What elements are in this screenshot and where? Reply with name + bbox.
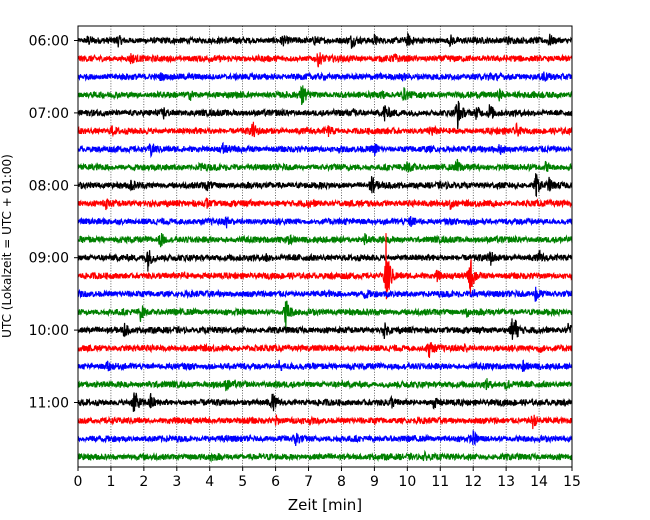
seismic-trace — [77, 158, 573, 173]
y-tick-label: 09:00 — [29, 251, 69, 267]
x-tick-label: 14 — [530, 474, 548, 490]
seismic-trace — [77, 216, 573, 229]
y-tick-label: 08:00 — [29, 178, 69, 194]
seismic-trace — [77, 249, 573, 272]
seismic-trace — [77, 85, 573, 106]
y-tick-label: 07:00 — [29, 106, 69, 122]
x-tick-label: 12 — [464, 474, 482, 490]
grid — [110, 26, 540, 467]
x-tick-label: 9 — [370, 474, 379, 490]
plot-frame — [77, 25, 573, 468]
seismic-trace — [77, 121, 573, 138]
seismic-trace — [77, 378, 573, 392]
x-tick-label: 8 — [337, 474, 346, 490]
seismic-trace — [77, 141, 573, 159]
x-tick-label: 0 — [74, 474, 83, 490]
seismic-trace — [77, 233, 573, 300]
x-tick-label: 5 — [238, 474, 247, 490]
x-tick-label: 11 — [431, 474, 449, 490]
seismic-trace — [77, 31, 573, 49]
x-tick-label: 4 — [205, 474, 214, 490]
x-tick-label: 13 — [497, 474, 515, 490]
y-tick-label: 06:00 — [29, 34, 69, 50]
y-axis-ticks: 06:00 07:00 08:00 09:00 10:00 11:00 — [29, 34, 78, 412]
x-tick-label: 6 — [271, 474, 280, 490]
seismic-trace — [77, 430, 573, 447]
x-tick-label: 10 — [398, 474, 416, 490]
seismic-trace — [77, 173, 573, 198]
seismic-trace — [77, 197, 573, 211]
x-tick-label: 1 — [106, 474, 115, 490]
seismic-trace — [77, 318, 573, 340]
seismic-trace — [77, 414, 573, 430]
x-axis-ticks: 0 1 2 3 4 5 6 7 8 9 10 11 12 13 14 15 — [74, 467, 581, 490]
x-tick-label: 3 — [172, 474, 181, 490]
x-tick-label: 2 — [139, 474, 148, 490]
seismic-trace — [77, 52, 573, 68]
seismic-trace — [77, 286, 573, 302]
x-tick-label: 15 — [563, 474, 581, 490]
x-axis-label: Zeit [min] — [288, 496, 362, 514]
seismic-trace — [77, 342, 573, 359]
seismic-trace — [77, 100, 573, 130]
y-tick-label: 10:00 — [29, 323, 69, 339]
seismic-trace — [77, 300, 573, 329]
y-tick-label: 11:00 — [29, 396, 69, 412]
seismic-trace — [77, 359, 573, 372]
seismic-trace — [77, 449, 573, 463]
traces — [77, 31, 573, 463]
seismic-trace — [77, 392, 573, 412]
seismic-trace — [77, 232, 573, 248]
seismic-trace — [77, 71, 573, 82]
x-tick-label: 7 — [304, 474, 313, 490]
y-axis-label: UTC (Lokalzeit = UTC + 01:00) — [0, 154, 14, 338]
